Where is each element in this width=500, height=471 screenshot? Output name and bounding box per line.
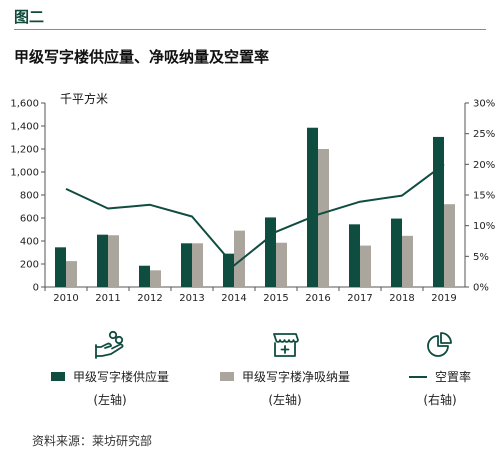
y-right-tick-label: 5% <box>473 252 489 263</box>
x-tick-label: 2011 <box>95 293 120 304</box>
legend-sub-supply: (左轴) <box>93 393 127 407</box>
legend-sub-absorption: (左轴) <box>268 393 302 407</box>
legend-swatch-absorption <box>219 372 234 381</box>
legend-swatch-supply <box>50 372 65 381</box>
y-left-tick-label: 800 <box>20 191 39 202</box>
hand-coins-icon <box>95 330 124 359</box>
legend-swatch-vacancy <box>408 375 427 378</box>
bar-absorption <box>234 230 245 287</box>
bar-supply <box>55 247 66 287</box>
legend-vacancy: 空置率 (右轴) <box>385 330 495 408</box>
x-tick-label: 2015 <box>263 293 288 304</box>
bar-supply <box>97 234 108 287</box>
legend-label-vacancy: 空置率 <box>434 370 471 384</box>
bar-absorption <box>276 242 287 287</box>
pie-chart-icon <box>427 332 452 357</box>
y-left-tick-label: 400 <box>20 237 39 248</box>
legend-label-absorption: 甲级写字楼净吸纳量 <box>241 370 350 384</box>
y-left-tick-label: 600 <box>20 214 39 225</box>
y-left-tick-label: 0 <box>33 283 39 294</box>
storefront-plus-icon <box>273 333 299 357</box>
y-left-tick-label: 1,200 <box>10 145 39 156</box>
bar-absorption <box>402 235 413 287</box>
chart-plot: 千平方米 0 200 400 600 800 1,000 1,200 1,400 1,600 0%… <box>10 91 495 304</box>
y-right-tick-label: 0% <box>473 283 489 294</box>
vacancy-rate-line <box>65 163 445 267</box>
bar-supply <box>223 253 234 287</box>
bar-supply <box>433 136 444 287</box>
y-right-tick-label: 30% <box>473 99 495 110</box>
bar-supply <box>139 265 150 287</box>
legend-absorption: 甲级写字楼净吸纳量 (左轴) <box>200 330 370 408</box>
x-tick-label: 2013 <box>179 293 204 304</box>
header-divider <box>14 29 486 30</box>
x-tick-label: 2012 <box>137 293 162 304</box>
x-tick-label: 2016 <box>305 293 330 304</box>
bar-absorption <box>150 270 161 287</box>
bar-absorption <box>66 261 77 287</box>
y-left-tick-label: 200 <box>20 260 39 271</box>
bar-supply <box>265 217 276 287</box>
x-tick-label: 2018 <box>389 293 414 304</box>
legend-supply: 甲级写字楼供应量 (左轴) <box>30 330 190 408</box>
bar-absorption <box>360 245 371 287</box>
y-right-tick-label: 15% <box>473 191 495 202</box>
y-left-tick-label: 1,400 <box>10 122 39 133</box>
bar-supply <box>391 218 402 287</box>
x-tick-label: 2019 <box>431 293 456 304</box>
source-note: 资料来源：莱坊研究部 <box>32 434 153 448</box>
y-left-tick-label: 1,000 <box>10 168 39 179</box>
y-left-tick-label: 1,600 <box>10 99 39 110</box>
y-right-tick-label: 10% <box>473 221 495 232</box>
bar-absorption <box>318 149 329 287</box>
y-right-tick-label: 20% <box>473 160 495 171</box>
bar-supply <box>307 127 318 287</box>
legend-sub-vacancy: (右轴) <box>423 393 457 407</box>
x-tick-label: 2017 <box>347 293 372 304</box>
bar-supply <box>181 243 192 287</box>
bar-absorption <box>192 243 203 287</box>
bar-absorption <box>108 235 119 287</box>
x-tick-label: 2014 <box>221 293 246 304</box>
figure-tag: 图二 <box>14 8 45 26</box>
legend-label-supply: 甲级写字楼供应量 <box>72 370 169 384</box>
bar-absorption <box>444 204 455 287</box>
chart-title: 甲级写字楼供应量、净吸纳量及空置率 <box>14 48 270 66</box>
x-tick-label: 2010 <box>53 293 78 304</box>
bar-supply <box>349 224 360 287</box>
y-right-tick-label: 25% <box>473 129 495 140</box>
unit-label: 千平方米 <box>60 91 108 106</box>
